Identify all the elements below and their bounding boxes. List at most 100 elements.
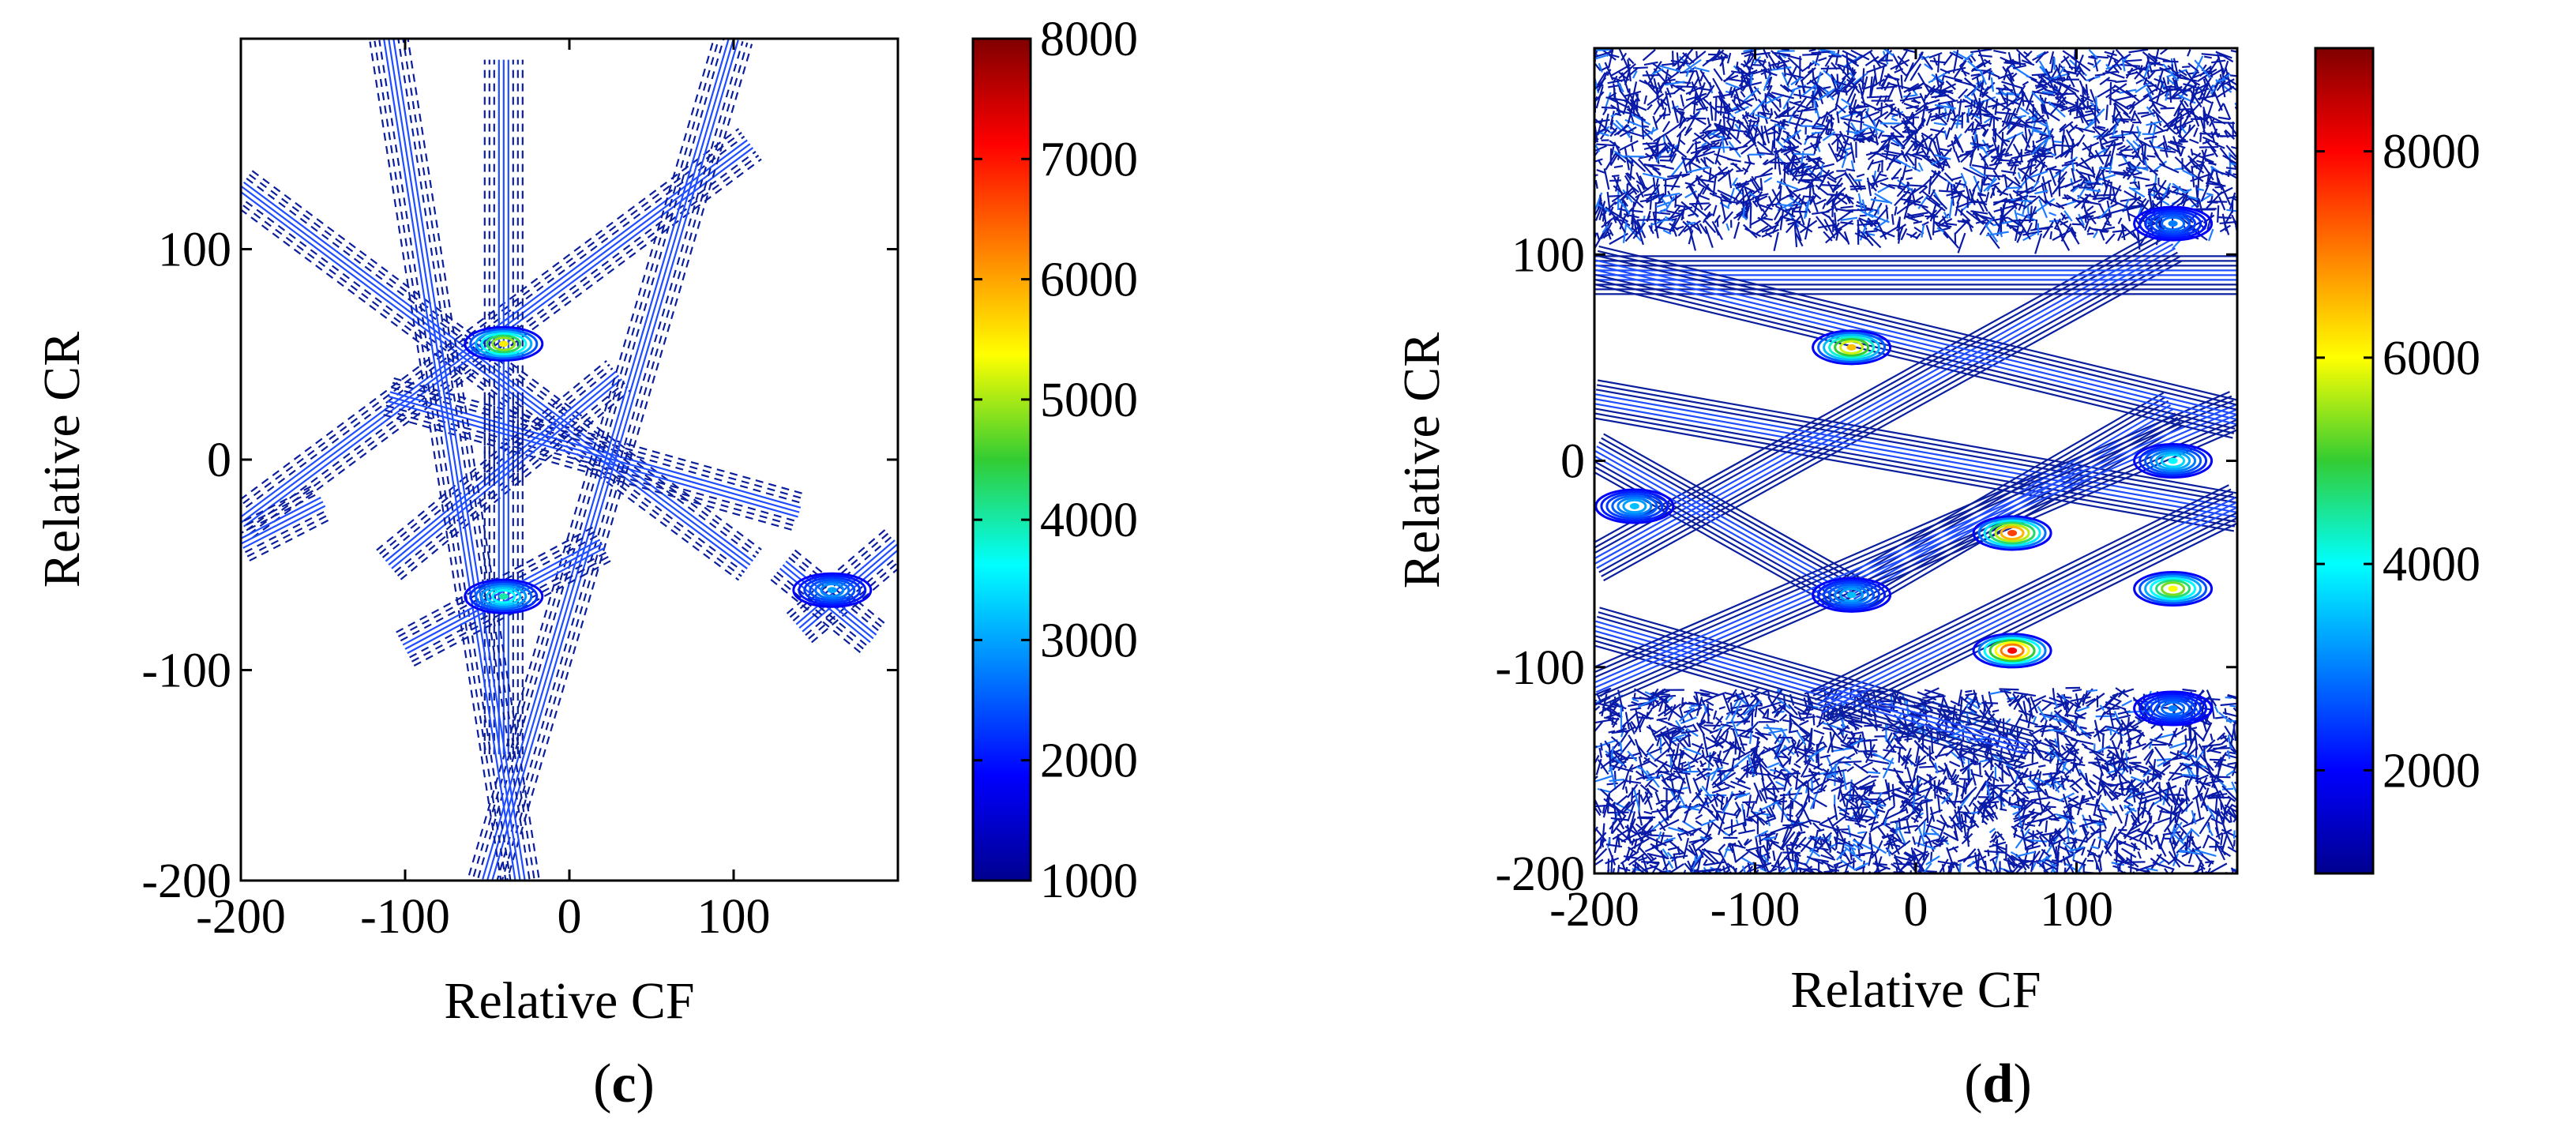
contour-texture-segment — [2222, 103, 2232, 120]
contour-texture-segment — [1867, 217, 1877, 227]
contour-texture-segment — [1760, 70, 1767, 76]
contour-texture-segment — [1942, 147, 1953, 159]
contour-texture-segment — [2078, 171, 2095, 178]
contour-texture-segment — [1678, 118, 1685, 129]
contour-texture-segment — [1897, 216, 1901, 238]
ridge-contour-line — [402, 539, 601, 646]
contour-texture-segment — [1652, 167, 1662, 175]
contour-texture-segment — [1727, 170, 1733, 189]
contour-texture-segment — [2131, 131, 2144, 146]
contour-texture-segment — [1685, 92, 1707, 101]
contour-texture-segment — [1798, 170, 1808, 175]
contour-texture-segment — [1990, 77, 1995, 92]
contour-texture-segment — [2026, 222, 2033, 236]
contour-texture-segment — [1722, 199, 1740, 205]
contour-texture-segment — [1609, 228, 1614, 237]
contour-texture-segment — [2125, 168, 2135, 176]
contour-texture-segment — [2188, 138, 2199, 145]
contour-texture-segment — [2004, 62, 2015, 72]
contour-texture-segment — [1929, 81, 1945, 96]
contour-texture-segment — [1716, 160, 1722, 166]
contour-texture-segment — [1608, 85, 1620, 88]
contour-texture-segment — [1854, 822, 1867, 828]
contour-texture-segment — [1987, 144, 1995, 149]
contour-texture-segment — [1613, 176, 1624, 196]
contour-texture-segment — [1673, 193, 1683, 201]
contour-texture-segment — [1744, 227, 1761, 238]
contour-texture-segment — [1707, 166, 1729, 182]
contour-texture-segment — [1943, 172, 1954, 182]
contour-texture-segment — [1741, 133, 1760, 148]
contour-texture-segment — [1598, 201, 1606, 220]
contour-texture-segment — [2124, 791, 2133, 803]
contour-texture-segment — [1823, 85, 1831, 89]
contour-texture-segment — [2002, 96, 2021, 106]
contour-texture-segment — [2075, 126, 2096, 133]
contour-texture-segment — [2092, 126, 2108, 144]
contour-texture-segment — [1868, 127, 1876, 138]
contour-texture-segment — [2020, 214, 2029, 225]
ridge-contour-line — [374, 40, 507, 881]
contour-texture-segment — [1955, 202, 1960, 216]
contour-texture-segment — [2231, 197, 2237, 202]
contour-texture-segment — [2088, 144, 2093, 157]
ridge-contour-line — [791, 553, 883, 629]
contour-texture-segment — [1970, 99, 1973, 110]
contour-texture-segment — [1749, 205, 1752, 229]
ridge-contour-line — [241, 496, 321, 540]
contour-texture-segment — [2024, 126, 2028, 141]
contour-texture-segment — [1925, 112, 1932, 126]
contour-texture-segment — [2177, 141, 2188, 143]
contour-texture-segment — [2098, 205, 2112, 220]
contour-texture-segment — [1983, 128, 1989, 137]
contour-texture-segment — [2218, 196, 2226, 211]
contour-texture-segment — [2094, 73, 2105, 77]
contour-texture-segment — [2048, 220, 2060, 223]
contour-texture-segment — [2191, 69, 2212, 79]
contour-texture-segment — [1703, 704, 1707, 714]
contour-texture-segment — [1880, 102, 1883, 117]
contour-texture-segment — [1596, 232, 1601, 241]
contour-texture-segment — [1885, 144, 1891, 160]
contour-texture-segment — [2086, 693, 2105, 708]
contour-texture-segment — [1721, 136, 1725, 153]
contour-texture-segment — [1748, 99, 1766, 118]
ridge-contour-line — [241, 488, 317, 529]
contour-texture-segment — [1872, 119, 1879, 135]
contour-texture-segment — [2063, 193, 2069, 201]
contour-texture-segment — [1759, 178, 1763, 191]
peak-contour-ring — [469, 580, 539, 613]
contour-texture-segment — [2184, 188, 2192, 194]
ridge-contour-line — [241, 190, 748, 569]
contour-texture-segment — [1970, 80, 1982, 96]
contour-texture-segment — [1695, 96, 1707, 104]
contour-texture-segment — [1598, 62, 1603, 73]
contour-texture-segment — [1740, 49, 1756, 55]
contour-texture-segment — [2013, 195, 2023, 203]
contour-texture-segment — [2026, 205, 2030, 219]
contour-texture-segment — [1961, 69, 1970, 75]
contour-texture-segment — [2158, 184, 2169, 191]
contour-texture-segment — [2058, 792, 2075, 802]
contour-texture-segment — [1970, 48, 1992, 54]
contour-texture-segment — [1981, 85, 1990, 97]
contour-texture-segment — [1688, 228, 1697, 251]
contour-texture-segment — [1986, 176, 1996, 192]
contour-texture-segment — [2115, 49, 2126, 60]
contour-texture-segment — [1854, 232, 1868, 240]
contour-texture-segment — [2133, 111, 2142, 124]
contour-texture-segment — [1890, 112, 1898, 117]
contour-texture-segment — [2015, 48, 2033, 65]
contour-texture-segment — [2039, 133, 2055, 138]
contour-texture-segment — [1902, 48, 1917, 54]
contour-texture-segment — [1715, 110, 1731, 115]
contour-texture-segment — [2214, 169, 2229, 176]
contour-texture-segment — [1964, 122, 1973, 133]
contour-texture-segment — [1816, 122, 1826, 127]
contour-texture-segment — [2090, 55, 2108, 59]
contour-texture-segment — [1826, 89, 1836, 99]
contour-texture-segment — [1819, 49, 1842, 58]
contour-texture-segment — [2061, 135, 2064, 154]
peak-core — [498, 340, 509, 347]
